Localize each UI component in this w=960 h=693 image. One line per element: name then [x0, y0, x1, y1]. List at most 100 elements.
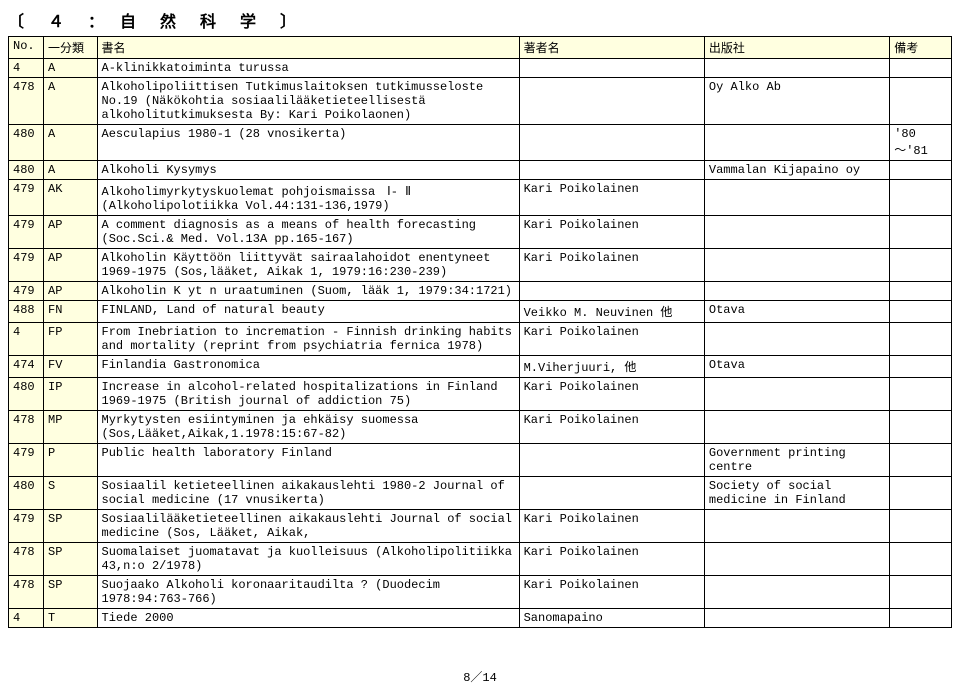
- table-row: 480AAesculapius 1980-1 (28 vnosikerta)'8…: [9, 125, 952, 161]
- cell-title: Public health laboratory Finland: [97, 444, 519, 477]
- cell-no: 478: [9, 543, 44, 576]
- cell-note: [890, 180, 952, 216]
- table-row: 4AA-klinikkatoiminta turussa: [9, 59, 952, 78]
- table-row: 479APAlkoholin K yt n uraatuminen (Suom,…: [9, 282, 952, 301]
- cell-no: 488: [9, 301, 44, 323]
- cell-author: Kari Poikolainen: [519, 323, 704, 356]
- cell-author: Veikko M. Neuvinen 他: [519, 301, 704, 323]
- cell-cls: AP: [44, 282, 98, 301]
- table-row: 478SPSuojaako Alkoholi koronaaritaudilta…: [9, 576, 952, 609]
- cell-no: 478: [9, 78, 44, 125]
- cell-title: From Inebriation to incremation - Finnis…: [97, 323, 519, 356]
- cell-pub: [704, 609, 889, 628]
- cell-pub: [704, 323, 889, 356]
- cell-pub: Vammalan Kijapaino oy: [704, 161, 889, 180]
- cell-note: [890, 323, 952, 356]
- col-no: No.: [9, 37, 44, 59]
- cell-title: Suomalaiset juomatavat ja kuolleisuus (A…: [97, 543, 519, 576]
- cell-no: 4: [9, 609, 44, 628]
- cell-pub: [704, 282, 889, 301]
- col-chosha: 著者名: [519, 37, 704, 59]
- cell-cls: SP: [44, 510, 98, 543]
- cell-no: 480: [9, 378, 44, 411]
- cell-cls: A: [44, 59, 98, 78]
- table-body: 4AA-klinikkatoiminta turussa478AAlkoholi…: [9, 59, 952, 628]
- table-row: 480AAlkoholi KysymysVammalan Kijapaino o…: [9, 161, 952, 180]
- cell-cls: P: [44, 444, 98, 477]
- cell-pub: [704, 378, 889, 411]
- book-table: No. 一分類 書名 著者名 出版社 備考 4AA-klinikkatoimin…: [8, 36, 952, 628]
- cell-no: 480: [9, 161, 44, 180]
- cell-note: [890, 282, 952, 301]
- cell-pub: [704, 249, 889, 282]
- cell-title: A-klinikkatoiminta turussa: [97, 59, 519, 78]
- cell-pub: [704, 411, 889, 444]
- cell-title: FINLAND, Land of natural beauty: [97, 301, 519, 323]
- cell-note: [890, 609, 952, 628]
- cell-cls: S: [44, 477, 98, 510]
- table-row: 478MPMyrkytysten esiintyminen ja ehkäisy…: [9, 411, 952, 444]
- cell-no: 474: [9, 356, 44, 378]
- cell-no: 478: [9, 411, 44, 444]
- table-row: 480SSosiaalil ketieteellinen aikakausleh…: [9, 477, 952, 510]
- cell-title: Alkoholi Kysymys: [97, 161, 519, 180]
- cell-cls: SP: [44, 576, 98, 609]
- cell-cls: MP: [44, 411, 98, 444]
- cell-title: Alkoholipoliittisen Tutkimuslaitoksen tu…: [97, 78, 519, 125]
- cell-author: Kari Poikolainen: [519, 180, 704, 216]
- cell-cls: AP: [44, 249, 98, 282]
- cell-cls: AK: [44, 180, 98, 216]
- cell-note: [890, 378, 952, 411]
- cell-note: [890, 411, 952, 444]
- cell-title: Suojaako Alkoholi koronaaritaudilta ? (D…: [97, 576, 519, 609]
- cell-no: 4: [9, 59, 44, 78]
- cell-cls: AP: [44, 216, 98, 249]
- cell-no: 479: [9, 510, 44, 543]
- cell-pub: Otava: [704, 301, 889, 323]
- table-row: 474FVFinlandia GastronomicaM.Viherjuuri,…: [9, 356, 952, 378]
- cell-author: Kari Poikolainen: [519, 411, 704, 444]
- cell-pub: [704, 543, 889, 576]
- cell-cls: SP: [44, 543, 98, 576]
- table-row: 4FPFrom Inebriation to incremation - Fin…: [9, 323, 952, 356]
- cell-author: Kari Poikolainen: [519, 543, 704, 576]
- cell-pub: [704, 180, 889, 216]
- cell-note: [890, 59, 952, 78]
- col-shomei: 書名: [97, 37, 519, 59]
- table-row: 4TTiede 2000Sanomapaino: [9, 609, 952, 628]
- cell-cls: FV: [44, 356, 98, 378]
- cell-note: [890, 216, 952, 249]
- cell-title: Alkoholimyrkytyskuolemat pohjoismaissa Ⅰ…: [97, 180, 519, 216]
- cell-cls: T: [44, 609, 98, 628]
- table-header-row: No. 一分類 書名 著者名 出版社 備考: [9, 37, 952, 59]
- table-row: 488FNFINLAND, Land of natural beautyVeik…: [9, 301, 952, 323]
- cell-pub: Otava: [704, 356, 889, 378]
- table-row: 478AAlkoholipoliittisen Tutkimuslaitokse…: [9, 78, 952, 125]
- col-bunrui: 一分類: [44, 37, 98, 59]
- cell-pub: [704, 576, 889, 609]
- cell-pub: Oy Alko Ab: [704, 78, 889, 125]
- cell-note: [890, 477, 952, 510]
- cell-note: [890, 510, 952, 543]
- cell-title: Myrkytysten esiintyminen ja ehkäisy suom…: [97, 411, 519, 444]
- page-number: 8／14: [8, 668, 952, 685]
- cell-no: 479: [9, 282, 44, 301]
- table-row: 480IPIncrease in alcohol-related hospita…: [9, 378, 952, 411]
- cell-pub: Society of social medicine in Finland: [704, 477, 889, 510]
- table-row: 479PPublic health laboratory FinlandGove…: [9, 444, 952, 477]
- cell-author: [519, 161, 704, 180]
- cell-author: M.Viherjuuri, 他: [519, 356, 704, 378]
- cell-cls: IP: [44, 378, 98, 411]
- table-row: 479AKAlkoholimyrkytyskuolemat pohjoismai…: [9, 180, 952, 216]
- cell-no: 4: [9, 323, 44, 356]
- cell-no: 479: [9, 216, 44, 249]
- table-row: 479APA comment diagnosis as a means of h…: [9, 216, 952, 249]
- cell-note: [890, 78, 952, 125]
- cell-pub: [704, 125, 889, 161]
- table-row: 479SPSosiaalilääketieteellinen aikakausl…: [9, 510, 952, 543]
- cell-title: A comment diagnosis as a means of health…: [97, 216, 519, 249]
- cell-pub: [704, 59, 889, 78]
- cell-pub: [704, 216, 889, 249]
- cell-no: 479: [9, 249, 44, 282]
- cell-note: [890, 249, 952, 282]
